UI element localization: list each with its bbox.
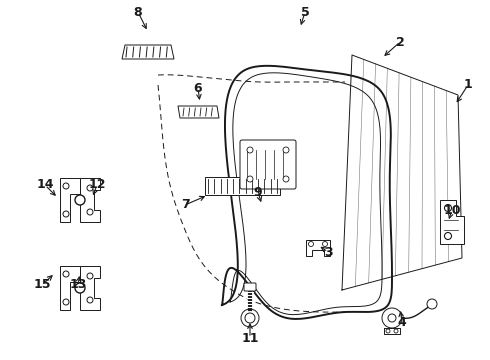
Text: 6: 6 [194,81,202,94]
Circle shape [63,299,69,305]
Circle shape [283,176,289,182]
Circle shape [427,299,437,309]
Circle shape [309,242,314,247]
Bar [205,177,280,195]
Circle shape [87,209,93,215]
Text: 3: 3 [324,246,332,258]
Circle shape [63,271,69,277]
Text: 7: 7 [181,198,189,211]
Circle shape [75,195,85,205]
Text: 10: 10 [443,203,461,216]
Circle shape [245,313,255,323]
Polygon shape [60,178,80,222]
Circle shape [63,183,69,189]
Circle shape [87,297,93,303]
Circle shape [283,147,289,153]
Polygon shape [306,240,330,256]
Circle shape [247,147,253,153]
FancyBboxPatch shape [244,283,256,291]
Circle shape [444,233,451,239]
Polygon shape [122,45,174,59]
Text: 4: 4 [397,315,406,328]
Text: 1: 1 [464,78,472,91]
Circle shape [394,329,398,333]
Circle shape [87,185,93,191]
Polygon shape [178,106,219,118]
Text: 5: 5 [301,5,309,18]
FancyBboxPatch shape [240,140,296,189]
Text: 13: 13 [69,279,87,292]
Circle shape [386,329,390,333]
Text: 12: 12 [88,179,106,192]
Text: 11: 11 [241,332,259,345]
Circle shape [241,309,259,327]
Text: 8: 8 [134,5,142,18]
Circle shape [382,308,402,328]
Polygon shape [80,178,100,222]
Polygon shape [440,200,464,244]
Circle shape [63,211,69,217]
Polygon shape [60,266,80,310]
Circle shape [75,283,85,293]
Text: 2: 2 [395,36,404,49]
Circle shape [87,273,93,279]
Text: 15: 15 [33,279,51,292]
Polygon shape [80,266,100,310]
Text: 9: 9 [254,185,262,198]
Circle shape [444,204,451,211]
Circle shape [388,314,396,322]
Circle shape [247,176,253,182]
Text: 14: 14 [36,179,54,192]
Circle shape [322,242,327,247]
